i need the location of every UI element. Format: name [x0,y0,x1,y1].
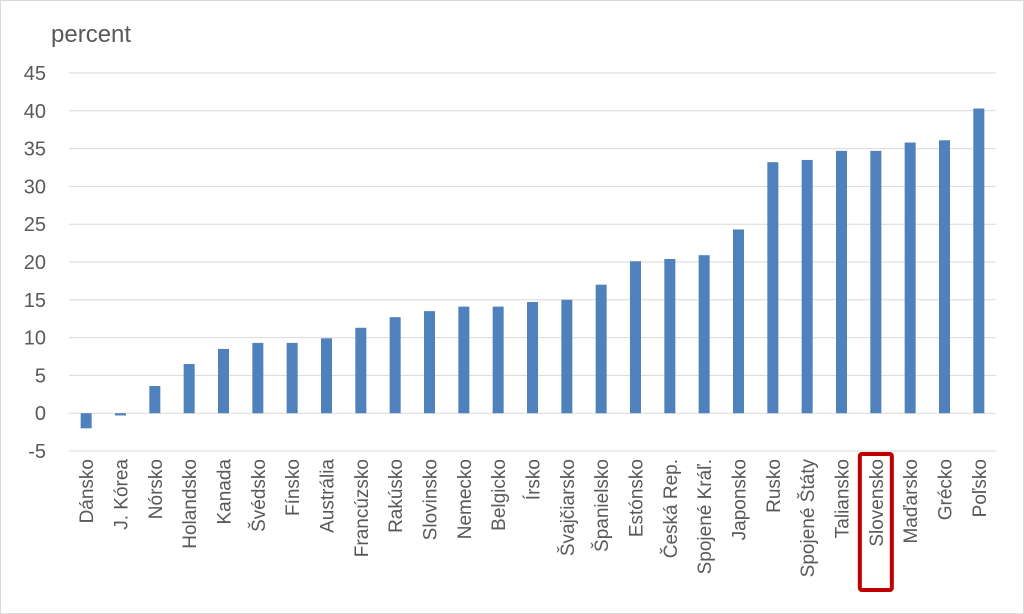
y-unit-label: percent [51,21,132,48]
x-tick-label: Nemecko [455,459,476,539]
bar [218,348,229,414]
bar [973,108,985,414]
x-tick-label: Spojené Štáty [797,459,819,578]
x-tick-label: J. Kórea [112,459,133,530]
bar [355,327,367,414]
x-tick-label: Írsko [524,459,545,500]
x-tick-label: Slovensko [867,459,888,547]
y-tick-label: 25 [24,214,46,236]
y-tick-label: 15 [24,290,46,312]
bar [836,150,847,414]
x-tick-label: Rusko [764,459,785,513]
x-tick-label: Švajčiarsko [557,459,579,556]
x-tick-label: Česká Rep. [660,459,682,558]
bar [801,159,813,414]
x-tick-label: Spojené Kráľ. [695,459,716,574]
y-tick-label: 40 [24,101,46,123]
bar [664,258,676,414]
bar [939,140,950,414]
y-tick-label: -5 [28,441,46,463]
x-tick-label: Belgicko [489,459,510,531]
bar [561,299,573,414]
bar [424,311,435,414]
bar [492,306,504,414]
x-tick-label: Francúzsko [352,459,373,557]
x-tick-label: Poľsko [970,459,991,517]
bar [286,342,298,414]
y-tick-label: 0 [35,403,46,425]
bar [321,338,332,414]
x-tick-label: Švédsko [248,459,270,532]
bar [698,255,710,414]
x-tick-label: Nórsko [146,459,167,519]
x-tick-label: Estónsko [627,459,648,537]
x-tick-label: Grécko [936,459,957,520]
bar [630,261,641,414]
x-tick-label: Maďarsko [901,459,922,544]
bar [389,317,401,414]
x-tick-label: Rakúsko [386,459,407,533]
bar [80,413,92,429]
bar [870,150,882,414]
y-tick-label: 35 [24,139,46,161]
x-tick-label: Slovinsko [421,459,442,540]
y-tick-label: 20 [24,252,46,274]
y-tick-label: 10 [24,328,46,350]
bar [149,385,161,414]
x-tick-label: Austrália [318,459,339,533]
bar [595,284,607,414]
x-tick-label: Holandsko [180,459,201,549]
x-tick-label: Fínsko [283,459,304,516]
x-tick-label: Taliansko [833,459,854,538]
y-tick-label: 45 [24,63,46,85]
highlight-box [857,452,894,592]
y-tick-label: 5 [35,365,46,387]
y-tick-label: 30 [24,176,46,198]
bar [458,306,470,414]
bar [527,302,538,414]
x-tick-label: Španielsko [591,459,613,552]
bar [252,342,264,414]
x-tick-label: Japonsko [730,459,751,540]
bar [904,142,916,414]
bar [115,413,126,416]
x-tick-label: Dánsko [77,459,98,523]
bar [183,364,195,414]
bar [767,162,779,414]
x-tick-label: Kanada [215,459,236,525]
bar [733,229,744,414]
